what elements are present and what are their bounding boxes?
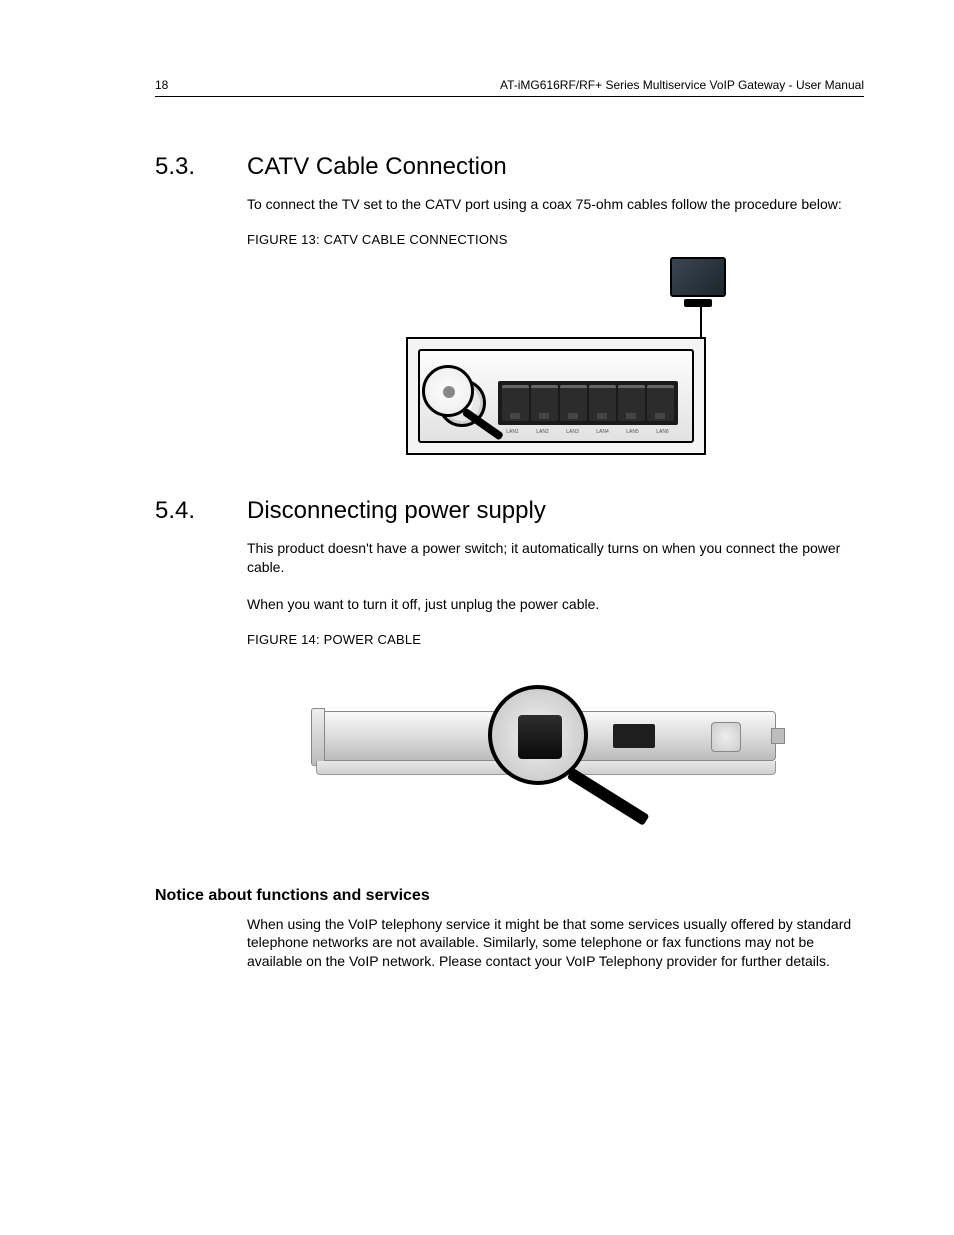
notice-body: When using the VoIP telephony service it… <box>247 915 864 972</box>
section-5-3-body: To connect the TV set to the CATV port u… <box>247 195 864 214</box>
section-number: 5.3. <box>155 153 247 181</box>
figure-13: LAN1 LAN2 LAN3 LAN4 LAN5 LAN6 <box>247 257 864 467</box>
magnifier-icon <box>488 685 598 795</box>
section-title: Disconnecting power supply <box>247 497 546 525</box>
section-number: 5.4. <box>155 497 247 525</box>
figure-14 <box>247 657 864 857</box>
manual-page: 18 AT-iMG616RF/RF+ Series Multiservice V… <box>0 0 954 1235</box>
page-header: 18 AT-iMG616RF/RF+ Series Multiservice V… <box>155 78 864 97</box>
document-title: AT-iMG616RF/RF+ Series Multiservice VoIP… <box>500 78 864 92</box>
figure-13-caption: FIGURE 13: CATV CABLE CONNECTIONS <box>247 232 864 247</box>
page-number: 18 <box>155 78 168 92</box>
section-5-4-body-2: When you want to turn it off, just unplu… <box>247 595 864 614</box>
lan-port-labels: LAN1 LAN2 LAN3 LAN4 LAN5 LAN6 <box>498 429 678 435</box>
section-5-3-heading: 5.3. CATV Cable Connection <box>155 153 864 181</box>
magnifier-icon <box>422 365 482 425</box>
lan-port-block <box>498 381 678 425</box>
notice-heading: Notice about functions and services <box>155 887 864 905</box>
section-title: CATV Cable Connection <box>247 153 507 181</box>
section-5-4-heading: 5.4. Disconnecting power supply <box>155 497 864 525</box>
section-5-4-body-1: This product doesn't have a power switch… <box>247 539 864 577</box>
tv-icon <box>670 257 726 309</box>
figure-14-caption: FIGURE 14: POWER CABLE <box>247 632 864 647</box>
